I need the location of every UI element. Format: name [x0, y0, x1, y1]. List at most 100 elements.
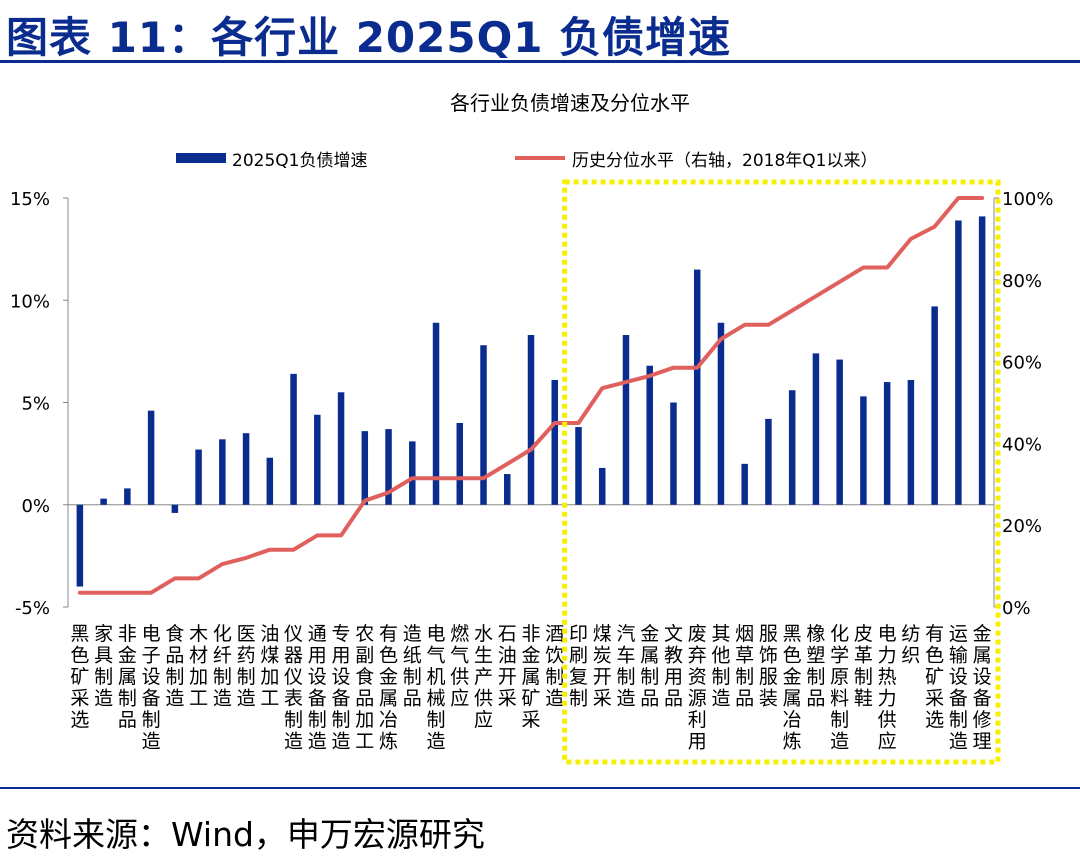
bar: [504, 474, 511, 505]
bar-series: [76, 216, 986, 587]
category-label: 专用设备制造: [332, 623, 351, 753]
category-label: 废弃资源利用: [688, 623, 707, 753]
bar: [147, 410, 155, 505]
bar: [741, 463, 748, 505]
bar: [717, 322, 725, 505]
bar: [931, 306, 938, 505]
bar: [361, 431, 369, 505]
highlight-box: [562, 179, 1001, 765]
bar: [693, 269, 701, 505]
legend-bar-swatch: [176, 153, 226, 163]
category-label: 石油开采: [498, 623, 517, 710]
bar: [76, 504, 84, 587]
category-label: 通用设备制造: [308, 623, 327, 753]
category-labels: 黑色矿采选家具制造非金属制品电子设备制造食品制造木材加工化纤制造医药制造油煤加工…: [70, 623, 991, 753]
category-label: 农副食品加工: [355, 623, 374, 753]
bar: [242, 433, 250, 505]
category-label: 其他制造: [711, 623, 730, 710]
category-label: 文教用品: [664, 623, 683, 710]
bar: [670, 402, 677, 505]
bar: [836, 359, 843, 505]
left-tick-label: 5%: [21, 394, 50, 415]
bar: [480, 345, 487, 505]
category-label: 电子设备制造: [142, 623, 161, 753]
category-label: 燃气供应: [450, 623, 469, 710]
category-label: 金属制品: [640, 623, 659, 710]
title-rule: [0, 60, 1080, 63]
category-label: 医药制造: [237, 623, 256, 710]
category-label: 电气机械制造: [427, 623, 446, 753]
category-label: 烟草制品: [735, 623, 754, 710]
legend: 2025Q1负债增速 历史分位水平（右轴，2018年Q1以来）: [176, 151, 877, 171]
line-series: [77, 196, 985, 595]
bar: [314, 414, 321, 505]
bar: [622, 335, 630, 505]
right-tick-label: 40%: [1002, 434, 1042, 455]
source-note: 资料来源：Wind，申万宏源研究: [6, 815, 485, 854]
bar: [788, 390, 796, 505]
right-tick-label: 80%: [1002, 271, 1042, 292]
category-label: 汽车制造: [616, 623, 635, 710]
category-label: 食品制造: [165, 623, 184, 710]
figure-title: 图表 11：各行业 2025Q1 负债增速: [6, 13, 732, 62]
category-label: 有色矿采选: [925, 623, 944, 731]
left-tick-label: -5%: [15, 598, 50, 619]
bar: [171, 504, 179, 513]
bar: [955, 220, 962, 505]
bar: [907, 380, 915, 505]
category-label: 木材加工: [189, 623, 208, 710]
highlight-rect: [562, 179, 1001, 765]
bar: [432, 322, 440, 505]
category-label: 化学原料制造: [830, 623, 849, 753]
category-label: 煤炭开采: [593, 623, 612, 710]
chart-title: 各行业负债增速及分位水平: [450, 91, 690, 115]
left-tick-label: 0%: [21, 496, 50, 517]
left-tick-label: 10%: [10, 291, 50, 312]
bar: [551, 380, 558, 505]
bar: [195, 449, 202, 505]
legend-line-label: 历史分位水平（右轴，2018年Q1以来）: [572, 151, 877, 171]
chart-area: 各行业负债增速及分位水平 2025Q1负债增速 历史分位水平（右轴，2018年Q…: [10, 91, 1053, 765]
category-label: 油煤加工: [260, 623, 279, 710]
bar: [337, 392, 345, 505]
bar: [883, 382, 891, 505]
category-label: 酒饮制造: [545, 623, 564, 710]
category-label: 印刷复制: [569, 623, 588, 710]
bar: [290, 373, 297, 505]
category-label: 纺织: [901, 623, 920, 667]
bar: [527, 335, 535, 505]
right-tick-label: 60%: [1002, 353, 1042, 374]
category-label: 非金属矿采: [521, 623, 540, 731]
category-label: 水生产供应: [474, 623, 493, 731]
category-label: 橡塑制品: [806, 623, 825, 710]
category-label: 仪器仪表制造: [284, 623, 303, 753]
bar: [812, 353, 820, 505]
bar: [409, 441, 416, 505]
bar: [598, 467, 606, 505]
right-tick-label: 20%: [1002, 516, 1042, 537]
bar: [385, 429, 392, 505]
left-axis: -5% 0% 5% 10% 15%: [10, 189, 994, 619]
category-label: 电力热力供应: [878, 623, 897, 753]
bar: [124, 488, 131, 505]
category-label: 黑色矿采选: [70, 623, 89, 731]
category-label: 皮革制鞋: [854, 623, 873, 710]
bar: [978, 216, 986, 505]
category-label: 家具制造: [94, 623, 113, 710]
category-label: 服饰服装: [759, 623, 778, 710]
percentile-line: [77, 196, 985, 595]
right-axis: 0% 20% 40% 60% 80% 100%: [993, 189, 1053, 619]
left-tick-label: 15%: [10, 189, 50, 210]
footer-rule: [0, 787, 1080, 789]
bar: [456, 422, 464, 505]
category-label: 有色金属冶炼: [379, 623, 398, 753]
right-tick-label: 100%: [1002, 189, 1053, 210]
bar: [860, 396, 867, 505]
category-label: 非金属制品: [118, 623, 137, 731]
category-label: 化纤制造: [213, 623, 232, 710]
category-label: 运输设备制造: [949, 623, 968, 753]
category-label: 金属设备修理: [973, 623, 992, 753]
legend-bar-label: 2025Q1负债增速: [232, 151, 367, 171]
bar: [765, 418, 772, 505]
bar: [219, 439, 226, 505]
